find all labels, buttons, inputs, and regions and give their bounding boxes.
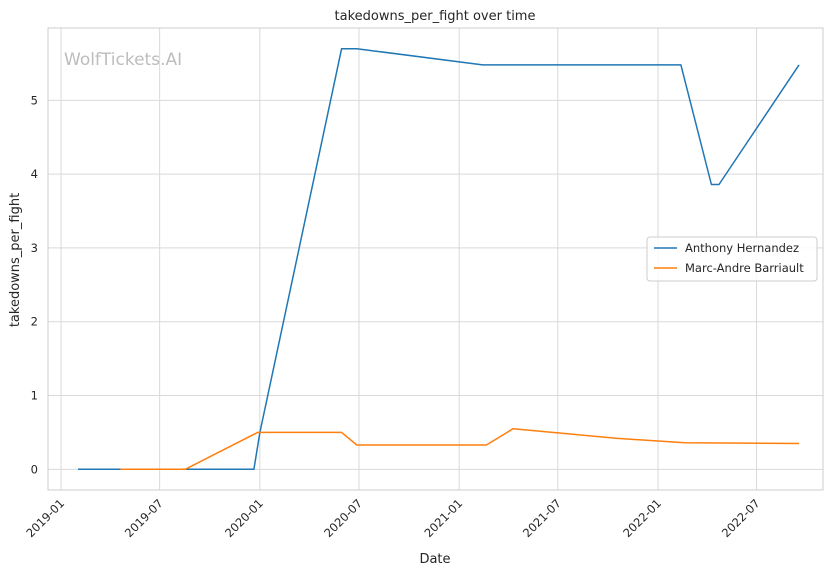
y-axis-ticks: 0 1 2 3 4 5 [31,93,38,476]
watermark: WolfTickets.AI [64,50,182,70]
series-line-2 [120,427,800,471]
legend: Anthony Hernandez Marc-Andre Barriault [646,236,818,282]
plot-frame [47,27,824,491]
legend-box [646,236,818,282]
x-axis-label: Date [419,552,450,567]
y-tick-label: 2 [31,315,38,329]
gridlines [48,28,823,490]
y-tick-label: 1 [31,389,38,403]
legend-entry: Anthony Hernandez [685,241,799,255]
legend-entry: Marc-Andre Barriault [685,261,804,275]
y-axis-label: takedowns_per_fight [8,193,23,327]
chart-title: takedowns_per_fight over time [335,9,536,24]
y-tick-label: 3 [31,241,38,255]
series-lines [78,47,800,471]
y-tick-label: 0 [31,462,38,476]
y-tick-label: 4 [31,167,38,181]
y-tick-label: 5 [31,93,38,107]
series-line-1 [78,47,800,471]
